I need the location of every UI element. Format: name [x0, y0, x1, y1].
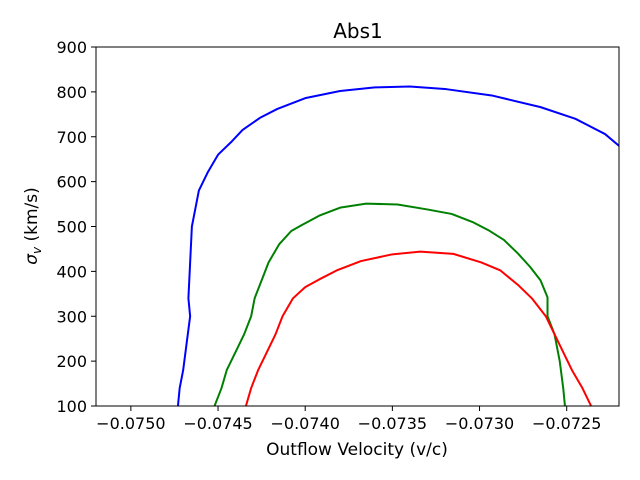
- y-tick-label: 400: [56, 262, 87, 281]
- y-tick-label: 800: [56, 83, 87, 102]
- series-layer: [176, 85, 619, 406]
- plot-frame: [95, 46, 620, 407]
- x-tick-label: −0.0740: [271, 414, 340, 433]
- series-line-3: [244, 250, 593, 406]
- y-axis-label: σv (km/s): [22, 187, 44, 265]
- x-axis-label: Outflow Velocity (v/c): [266, 440, 448, 460]
- y-tick-label: 700: [56, 128, 87, 147]
- y-axis-label-symbol: σ: [22, 253, 42, 265]
- y-axis: 100 200 300 400 500 600 700 800 900: [56, 38, 96, 416]
- chart-title: Abs1: [333, 19, 383, 43]
- x-tick-label: −0.0725: [532, 414, 601, 433]
- y-tick-label: 200: [56, 352, 87, 371]
- series-line-2: [213, 202, 566, 406]
- y-tick-label: 100: [56, 397, 87, 416]
- y-tick-label: 500: [56, 218, 87, 237]
- y-axis-label-unit: (km/s): [22, 187, 42, 247]
- y-tick-label: 900: [56, 38, 87, 57]
- x-tick-label: −0.0745: [183, 414, 252, 433]
- y-tick-label: 600: [56, 173, 87, 192]
- y-tick-label: 300: [56, 307, 87, 326]
- y-axis-label-subscript: v: [30, 246, 44, 254]
- plot-area: [95, 46, 620, 407]
- x-tick-label: −0.0730: [445, 414, 514, 433]
- x-tick-label: −0.0735: [358, 414, 427, 433]
- x-tick-label: −0.0750: [96, 414, 165, 433]
- x-axis: −0.0750 −0.0745 −0.0740 −0.0735 −0.0730 −0.07…: [96, 406, 601, 433]
- series-line-1: [176, 85, 619, 406]
